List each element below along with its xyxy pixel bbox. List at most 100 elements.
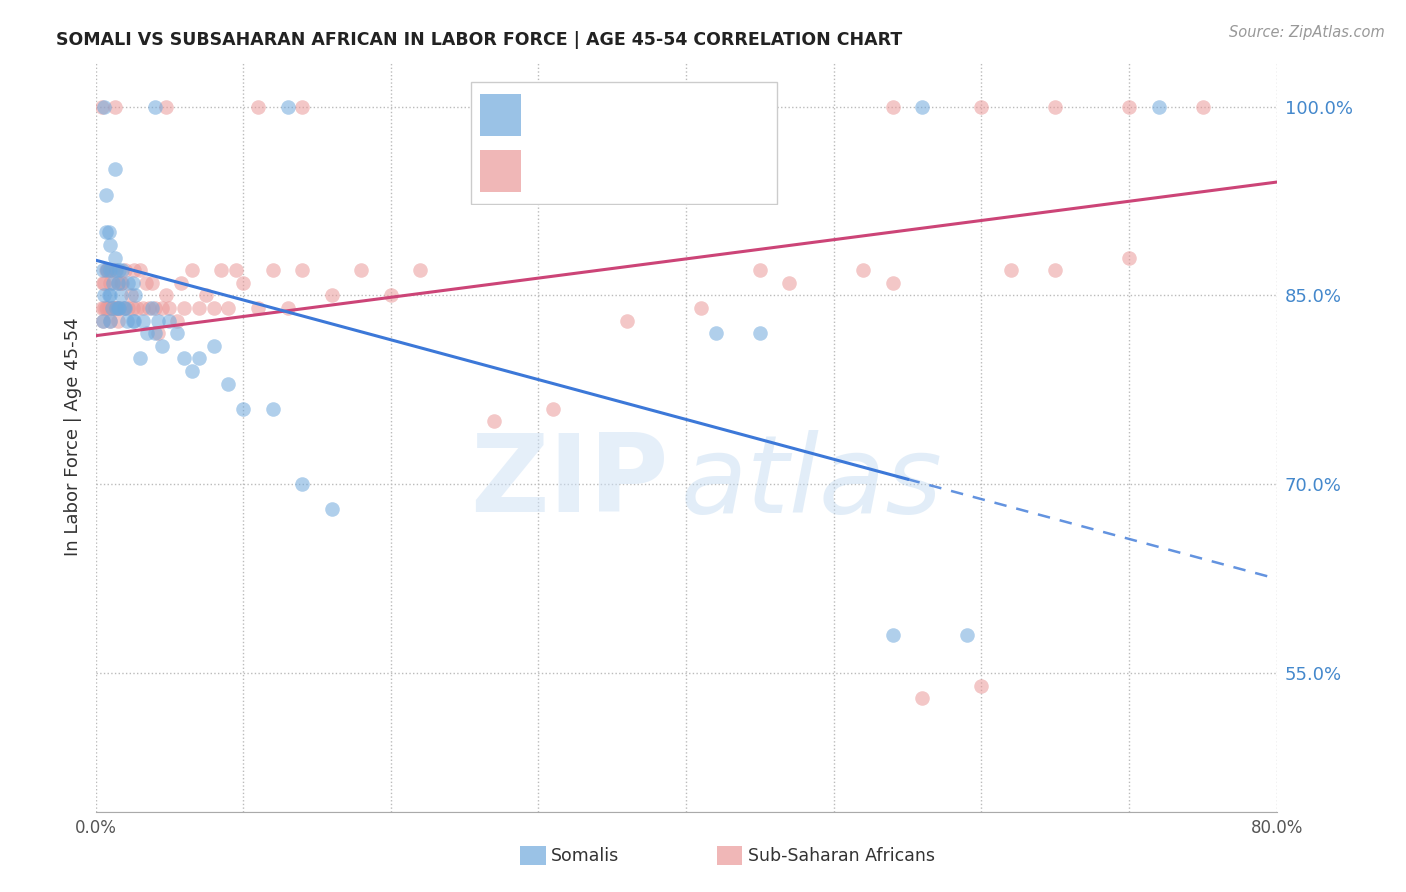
Point <box>94 263 117 277</box>
Point <box>121 301 143 315</box>
Y-axis label: In Labor Force | Age 45-54: In Labor Force | Age 45-54 <box>63 318 82 557</box>
Point <box>107 301 129 315</box>
Point <box>150 339 173 353</box>
Point <box>1147 99 1170 113</box>
Point <box>101 301 124 315</box>
Point <box>91 276 114 290</box>
Point <box>1043 99 1067 113</box>
Point <box>616 313 638 327</box>
Point <box>911 691 934 706</box>
Point <box>689 99 711 113</box>
Point <box>748 263 770 277</box>
Point <box>103 301 125 315</box>
Point <box>105 263 128 277</box>
Point <box>122 313 145 327</box>
Point <box>97 263 120 277</box>
Point <box>93 288 115 302</box>
Point <box>911 99 934 113</box>
Point <box>180 364 202 378</box>
Point <box>98 263 122 277</box>
Point <box>155 99 177 113</box>
Point <box>409 263 432 277</box>
Point <box>101 263 124 277</box>
Point <box>748 326 770 341</box>
Point <box>105 301 128 315</box>
Point <box>143 99 166 113</box>
Point <box>970 99 993 113</box>
Point <box>291 99 314 113</box>
Point <box>291 477 314 491</box>
Point <box>104 301 127 315</box>
Point <box>98 276 122 290</box>
Point <box>91 263 114 277</box>
Point <box>852 263 875 277</box>
Point <box>882 628 904 642</box>
Point <box>146 326 169 341</box>
Point <box>1043 263 1067 277</box>
Point <box>202 301 225 315</box>
Point <box>93 99 115 113</box>
Point <box>970 679 993 693</box>
Point <box>882 276 904 290</box>
Point <box>111 276 134 290</box>
Point <box>104 99 127 113</box>
Point <box>170 276 193 290</box>
Point <box>484 414 506 428</box>
Point <box>121 313 143 327</box>
Point <box>350 263 373 277</box>
Point <box>111 263 134 277</box>
Point <box>232 276 254 290</box>
Point <box>166 313 188 327</box>
Point <box>247 99 270 113</box>
Point <box>155 288 177 302</box>
Point <box>141 276 163 290</box>
Text: atlas: atlas <box>681 430 942 534</box>
Point <box>91 313 114 327</box>
Point <box>104 251 127 265</box>
Point <box>124 288 146 302</box>
Point <box>498 99 520 113</box>
Point <box>136 326 159 341</box>
Point <box>112 301 135 315</box>
Point <box>468 99 491 113</box>
Point <box>94 301 117 315</box>
Point <box>96 263 118 277</box>
Point <box>321 502 343 516</box>
Point <box>262 401 284 416</box>
Point <box>180 263 202 277</box>
Point <box>110 288 132 302</box>
Point <box>93 301 115 315</box>
Point <box>217 376 239 391</box>
Point <box>117 301 139 315</box>
Point <box>202 339 225 353</box>
Point <box>321 288 343 302</box>
Point <box>209 263 232 277</box>
Point <box>645 99 668 113</box>
Point <box>110 276 132 290</box>
Point <box>173 301 195 315</box>
Point <box>90 99 112 113</box>
Point <box>188 301 211 315</box>
Point <box>120 288 142 302</box>
Point <box>132 313 155 327</box>
Point <box>143 301 166 315</box>
Point <box>232 401 254 416</box>
Point <box>1118 251 1140 265</box>
Text: Somalis: Somalis <box>551 847 620 865</box>
Point <box>108 301 131 315</box>
Point <box>225 263 247 277</box>
Point <box>173 351 195 366</box>
Point <box>121 276 143 290</box>
Point <box>1191 99 1213 113</box>
Point <box>956 628 979 642</box>
Point <box>96 301 118 315</box>
Point <box>689 301 711 315</box>
Point <box>159 301 180 315</box>
Point <box>91 313 114 327</box>
Point <box>262 263 284 277</box>
Point <box>90 301 112 315</box>
Point <box>247 301 270 315</box>
Point <box>104 162 127 177</box>
Point <box>1118 99 1140 113</box>
Point <box>98 288 122 302</box>
